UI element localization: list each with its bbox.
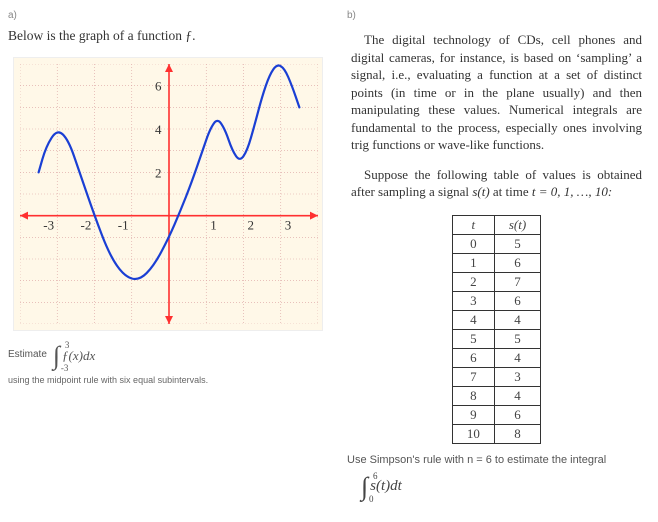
cell-s: 6 — [494, 253, 540, 272]
function-graph: -3 -2 -1 1 2 3 2 4 6 — [20, 64, 318, 324]
table-row: 36 — [452, 291, 540, 310]
svg-text:2: 2 — [155, 165, 162, 180]
simpson-question: Use Simpson's rule with n = 6 to estimat… — [347, 454, 646, 466]
cell-t: 9 — [452, 405, 494, 424]
cell-t: 1 — [452, 253, 494, 272]
part-a: a) Below is the graph of a function ƒ. -… — [0, 0, 335, 522]
int-a-lower: -3 — [61, 363, 69, 373]
cell-s: 4 — [494, 348, 540, 367]
cell-t: 4 — [452, 310, 494, 329]
cell-s: 5 — [494, 329, 540, 348]
p2d: t = 0, 1, …, 10: — [532, 184, 612, 199]
table-row: 73 — [452, 367, 540, 386]
cell-s: 8 — [494, 424, 540, 443]
table-row: 108 — [452, 424, 540, 443]
svg-text:4: 4 — [155, 122, 162, 137]
cell-s: 7 — [494, 272, 540, 291]
cell-t: 10 — [452, 424, 494, 443]
p2c: at time — [490, 184, 532, 199]
cell-s: 3 — [494, 367, 540, 386]
sample-table: t s(t) 05162736445564738496108 — [452, 215, 541, 444]
p2b: s(t) — [472, 184, 489, 199]
svg-text:-1: -1 — [117, 217, 128, 232]
integral-a: ∫ 3 -3 ƒ(x)dx — [53, 341, 95, 371]
cell-s: 4 — [494, 310, 540, 329]
integral-b: ∫ 6 0 s(t)dt — [361, 472, 646, 502]
table-row: 44 — [452, 310, 540, 329]
table-row: 96 — [452, 405, 540, 424]
cell-t: 5 — [452, 329, 494, 348]
part-b-para2: Suppose the following table of values is… — [347, 162, 646, 209]
svg-text:-2: -2 — [80, 217, 91, 232]
part-a-footer: using the midpoint rule with six equal s… — [8, 375, 327, 385]
svg-text:6: 6 — [155, 78, 162, 93]
part-b-label: b) — [347, 10, 646, 21]
int-a-upper: 3 — [65, 340, 70, 350]
integral-sign-icon: ∫ 6 0 — [361, 472, 368, 502]
part-b: b) The digital technology of CDs, cell p… — [335, 0, 658, 522]
cell-t: 3 — [452, 291, 494, 310]
cell-s: 5 — [494, 234, 540, 253]
col-t-header: t — [452, 215, 494, 234]
svg-text:1: 1 — [210, 217, 217, 232]
graph-panel: -3 -2 -1 1 2 3 2 4 6 — [13, 57, 323, 331]
table-row: 16 — [452, 253, 540, 272]
cell-s: 6 — [494, 405, 540, 424]
estimate-row: Estimate ∫ 3 -3 ƒ(x)dx — [8, 337, 327, 373]
cell-s: 4 — [494, 386, 540, 405]
part-a-label: a) — [8, 10, 327, 21]
int-b-expr: s(t)dt — [370, 478, 402, 495]
cell-t: 7 — [452, 367, 494, 386]
int-b-upper: 6 — [373, 471, 378, 481]
integral-sign-icon: ∫ 3 -3 — [53, 341, 60, 371]
cell-t: 0 — [452, 234, 494, 253]
svg-text:3: 3 — [284, 217, 291, 232]
table-row: 05 — [452, 234, 540, 253]
table-row: 55 — [452, 329, 540, 348]
table-row: 84 — [452, 386, 540, 405]
estimate-label: Estimate — [8, 349, 47, 360]
cell-t: 2 — [452, 272, 494, 291]
part-a-intro: Below is the graph of a function ƒ. — [8, 27, 327, 45]
col-s-header: s(t) — [494, 215, 540, 234]
cell-t: 8 — [452, 386, 494, 405]
cell-t: 6 — [452, 348, 494, 367]
int-b-lower: 0 — [369, 494, 374, 504]
svg-text:-3: -3 — [43, 217, 54, 232]
table-row: 64 — [452, 348, 540, 367]
cell-s: 6 — [494, 291, 540, 310]
part-b-para1: The digital technology of CDs, cell phon… — [347, 27, 646, 162]
table-row: 27 — [452, 272, 540, 291]
int-a-expr: ƒ(x)dx — [62, 348, 95, 364]
svg-text:2: 2 — [247, 217, 254, 232]
